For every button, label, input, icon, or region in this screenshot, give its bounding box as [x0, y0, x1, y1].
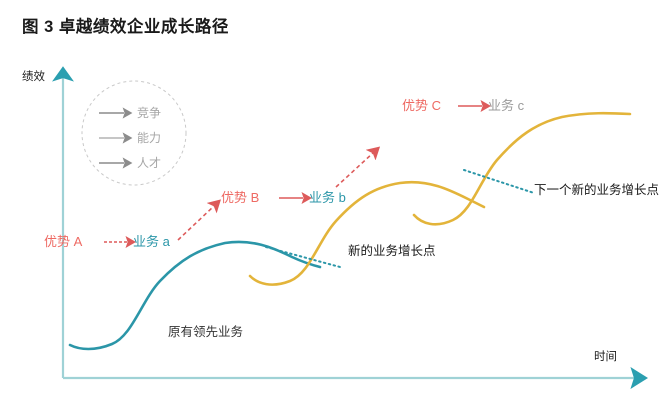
- driver-label-competition: 竞争: [137, 106, 162, 120]
- stage-c-business-label: 业务 c: [488, 98, 525, 113]
- growth-point-connector-2: [463, 169, 535, 194]
- driver-label-talent: 人才: [137, 156, 162, 170]
- drivers-circle: [81, 80, 187, 186]
- legacy-business-label: 原有领先业务: [168, 325, 244, 339]
- driver-label-capability: 能力: [137, 131, 162, 145]
- growth-point-label-1: 新的业务增长点: [348, 244, 436, 258]
- curve-business-a: [68, 240, 322, 351]
- growth-point-label-2: 下一个新的业务增长点: [534, 183, 660, 197]
- curve-business-b: [248, 180, 486, 286]
- y-axis-label: 绩效: [22, 71, 45, 83]
- stage-b-business-label: 业务 b: [309, 190, 346, 205]
- stage-a-business-label: 业务 a: [133, 234, 170, 249]
- stage-a-advantage-label: 优势 A: [44, 234, 83, 249]
- stage-b-advantage-label: 优势 B: [221, 190, 260, 205]
- growth-point-connector-1: [265, 246, 341, 268]
- page-title: 图 3 卓越绩效企业成长路径: [22, 18, 229, 36]
- uplift-arrow-b: [335, 146, 381, 188]
- stage-c-advantage-label: 优势 C: [402, 98, 442, 113]
- x-axis-label: 时间: [594, 351, 617, 363]
- uplift-arrow-a: [177, 199, 221, 241]
- curve-business-c: [412, 111, 632, 226]
